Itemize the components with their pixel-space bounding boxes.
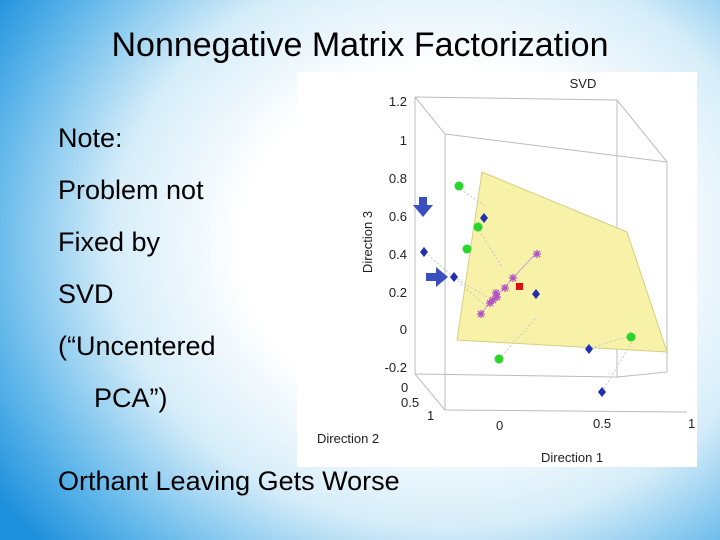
magenta-point — [501, 284, 509, 292]
green-point — [462, 244, 472, 254]
note-line: Problem not — [58, 175, 204, 205]
z-tick-label: 0.6 — [389, 209, 407, 224]
svd-scatter-figure: SVD 1.2 1 0.8 0.6 0.4 0.2 0 -0.2 Directi… — [297, 72, 697, 467]
slide-title: Nonnegative Matrix Factorization — [111, 26, 609, 64]
arrow-right-marker — [426, 267, 448, 287]
blue-point — [420, 247, 428, 257]
z-tick-label: 1.2 — [389, 94, 407, 109]
magenta-point — [486, 299, 494, 307]
blue-point — [450, 272, 458, 282]
green-points — [454, 181, 636, 364]
magenta-point — [477, 310, 485, 318]
blue-point — [585, 344, 593, 354]
magenta-point — [509, 274, 517, 282]
y-ticks: 0 0.5 1 — [401, 380, 434, 423]
arrow-down-marker — [413, 197, 433, 217]
note-line: Fixed by — [58, 227, 161, 257]
y-axis-label: Direction 2 — [317, 431, 379, 446]
notes-list: Note: Problem not Fixed by SVD (“Uncente… — [58, 112, 216, 424]
magenta-point — [533, 250, 541, 258]
blue-point — [532, 289, 540, 299]
note-line: SVD — [58, 279, 114, 309]
x-ticks: 0 0.5 1 — [496, 416, 695, 433]
y-tick-label: 0.5 — [401, 395, 419, 410]
x-axis-label: Direction 1 — [541, 450, 603, 465]
y-tick-label: 1 — [427, 408, 434, 423]
x-tick-label: 1 — [688, 416, 695, 431]
green-point — [626, 332, 636, 342]
blue-points — [420, 213, 606, 397]
note-line: Note: — [58, 123, 123, 153]
box-wireframe — [414, 96, 688, 413]
z-ticks: 1.2 1 0.8 0.6 0.4 0.2 0 -0.2 — [385, 94, 407, 375]
y-tick-label: 0 — [401, 380, 408, 395]
magenta-point — [492, 289, 500, 297]
blue-point — [598, 387, 606, 397]
svd-plot-svg: SVD 1.2 1 0.8 0.6 0.4 0.2 0 -0.2 Directi… — [317, 76, 695, 465]
red-point — [516, 283, 523, 290]
green-point — [473, 222, 483, 232]
green-point — [494, 354, 504, 364]
z-tick-label: 0.8 — [389, 171, 407, 186]
magenta-points — [477, 250, 541, 318]
note-line: PCA”) — [94, 383, 168, 413]
z-tick-label: 0 — [400, 322, 407, 337]
x-tick-label: 0 — [496, 418, 503, 433]
z-tick-label: 1 — [400, 133, 407, 148]
green-point — [454, 181, 464, 191]
slide-footer: Orthant Leaving Gets Worse — [58, 466, 400, 496]
z-tick-label: 0.2 — [389, 285, 407, 300]
x-tick-label: 0.5 — [593, 416, 611, 431]
z-tick-label: 0.4 — [389, 247, 407, 262]
z-axis-label: Direction 3 — [360, 211, 375, 273]
chart-title: SVD — [570, 76, 597, 91]
z-tick-label: -0.2 — [385, 360, 407, 375]
blue-point — [480, 213, 488, 223]
svd-plane — [456, 171, 668, 353]
note-line: (“Uncentered — [58, 331, 216, 361]
